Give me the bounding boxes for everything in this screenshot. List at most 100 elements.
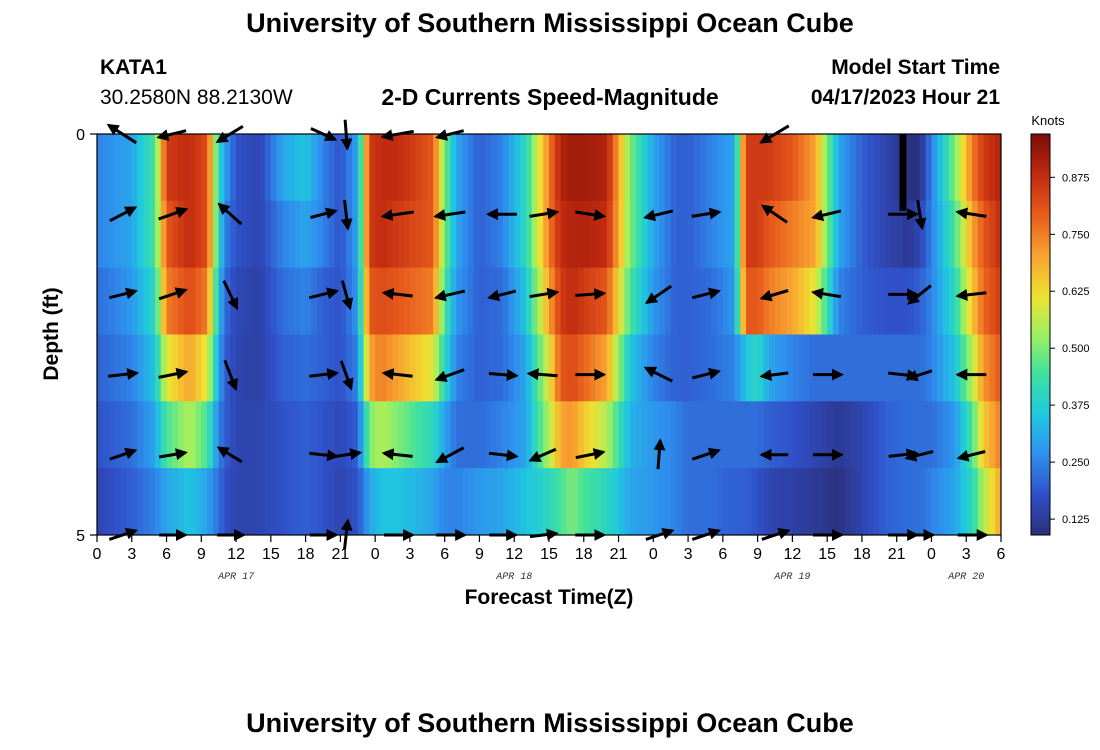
heatmap-cell	[641, 468, 648, 536]
heatmap-cell	[583, 134, 590, 202]
heatmap-cell	[502, 401, 509, 469]
heatmap-cell	[427, 334, 434, 402]
heatmap-cell	[380, 334, 388, 402]
heatmap-cell	[230, 401, 237, 469]
heatmap-cell	[589, 334, 596, 402]
heatmap-cell	[566, 267, 573, 335]
heatmap-cell	[885, 267, 892, 335]
x-tick-label: 12	[227, 546, 245, 563]
heatmap-cell	[554, 134, 561, 202]
heatmap-cell	[890, 334, 898, 402]
current-arrow	[528, 447, 557, 462]
heatmap-cell	[230, 134, 237, 202]
heatmap-cell	[508, 200, 515, 269]
heatmap-cell	[299, 267, 307, 335]
x-tick-label: 6	[162, 546, 171, 563]
heatmap-cell	[97, 200, 104, 269]
heatmap-cell	[705, 267, 712, 335]
heatmap-cell	[160, 200, 167, 269]
heatmap-cell	[664, 267, 672, 335]
heatmap-cell	[717, 334, 724, 402]
heatmap-cell	[699, 401, 706, 469]
current-arrow	[223, 359, 238, 392]
heatmap-cell	[780, 134, 787, 202]
x-tick-label: 9	[475, 546, 484, 563]
heatmap-cell	[317, 200, 324, 269]
heatmap-cell	[438, 200, 446, 269]
heatmap-cell	[850, 334, 857, 402]
heatmap-cell	[433, 334, 440, 402]
current-arrow	[339, 360, 354, 391]
heatmap-cell	[682, 267, 689, 335]
heatmap-cell	[230, 334, 237, 402]
heatmap-cell	[386, 468, 393, 536]
heatmap-cell	[688, 200, 695, 269]
heatmap-cell	[421, 134, 428, 202]
heatmap-cell	[612, 134, 619, 202]
heatmap-cell	[670, 468, 677, 536]
heatmap-cell	[734, 200, 741, 269]
heatmap-cell	[323, 401, 330, 469]
heatmap-cell	[305, 200, 312, 269]
heatmap-cell	[624, 334, 631, 402]
heatmap-cell	[183, 134, 191, 202]
heatmap-cell	[856, 267, 863, 335]
heatmap-cell	[856, 468, 863, 536]
heatmap-cell	[601, 401, 608, 469]
heatmap-cell	[421, 267, 428, 335]
x-tick-label: 9	[197, 546, 206, 563]
heatmap-cell	[137, 200, 144, 269]
heatmap-cell	[149, 134, 156, 202]
heatmap-cell	[456, 468, 463, 536]
heatmap-cell	[728, 267, 735, 335]
heatmap-cell	[572, 334, 579, 402]
heatmap-cell	[861, 468, 869, 536]
heatmap-cell	[890, 134, 898, 202]
heatmap-cell	[299, 200, 307, 269]
current-arrow	[108, 368, 140, 381]
heatmap-cell	[624, 134, 631, 202]
heatmap-cell	[531, 200, 538, 269]
heatmap-cell	[838, 401, 845, 469]
heatmap-cell	[404, 468, 411, 536]
heatmap-cell	[386, 134, 393, 202]
heatmap-cell	[838, 134, 845, 202]
heatmap-cell	[693, 267, 701, 335]
heatmap-cell	[937, 267, 944, 335]
heatmap-cell	[247, 134, 254, 202]
heatmap-cell	[873, 134, 880, 202]
heatmap-cell	[664, 334, 672, 402]
heatmap-cell	[346, 200, 353, 269]
heatmap-cell	[873, 401, 880, 469]
heatmap-cell-min	[899, 200, 907, 211]
heatmap-cell	[102, 134, 109, 202]
heatmap-cell	[496, 267, 504, 335]
x-tick-label: 0	[93, 546, 102, 563]
heatmap-cell	[450, 334, 457, 402]
heatmap-cell	[520, 468, 527, 536]
heatmap-cell	[178, 334, 185, 402]
heatmap-cell	[265, 468, 272, 536]
current-arrow	[760, 204, 788, 224]
heatmap-cell	[334, 134, 341, 202]
heatmap-cell	[809, 334, 816, 402]
heatmap-cell	[635, 468, 643, 536]
heatmap-cell	[635, 401, 643, 469]
heatmap-cell	[485, 401, 492, 469]
heatmap-cell	[311, 334, 318, 402]
heatmap-cell	[189, 200, 196, 269]
heatmap-cell	[618, 468, 625, 536]
heatmap-cell	[873, 468, 880, 536]
heatmap-cell	[172, 267, 179, 335]
heatmap-cell	[612, 267, 619, 335]
heatmap-cell	[236, 468, 243, 536]
heatmap-cell	[989, 267, 996, 335]
heatmap-cell	[989, 401, 996, 469]
heatmap-cell	[972, 334, 979, 402]
heatmap-cell	[502, 200, 509, 269]
heatmap-cell	[589, 401, 596, 469]
heatmap-cell	[792, 200, 799, 269]
heatmap-cell	[549, 401, 556, 469]
heatmap-cell	[670, 401, 677, 469]
heatmap-cell	[195, 134, 202, 202]
